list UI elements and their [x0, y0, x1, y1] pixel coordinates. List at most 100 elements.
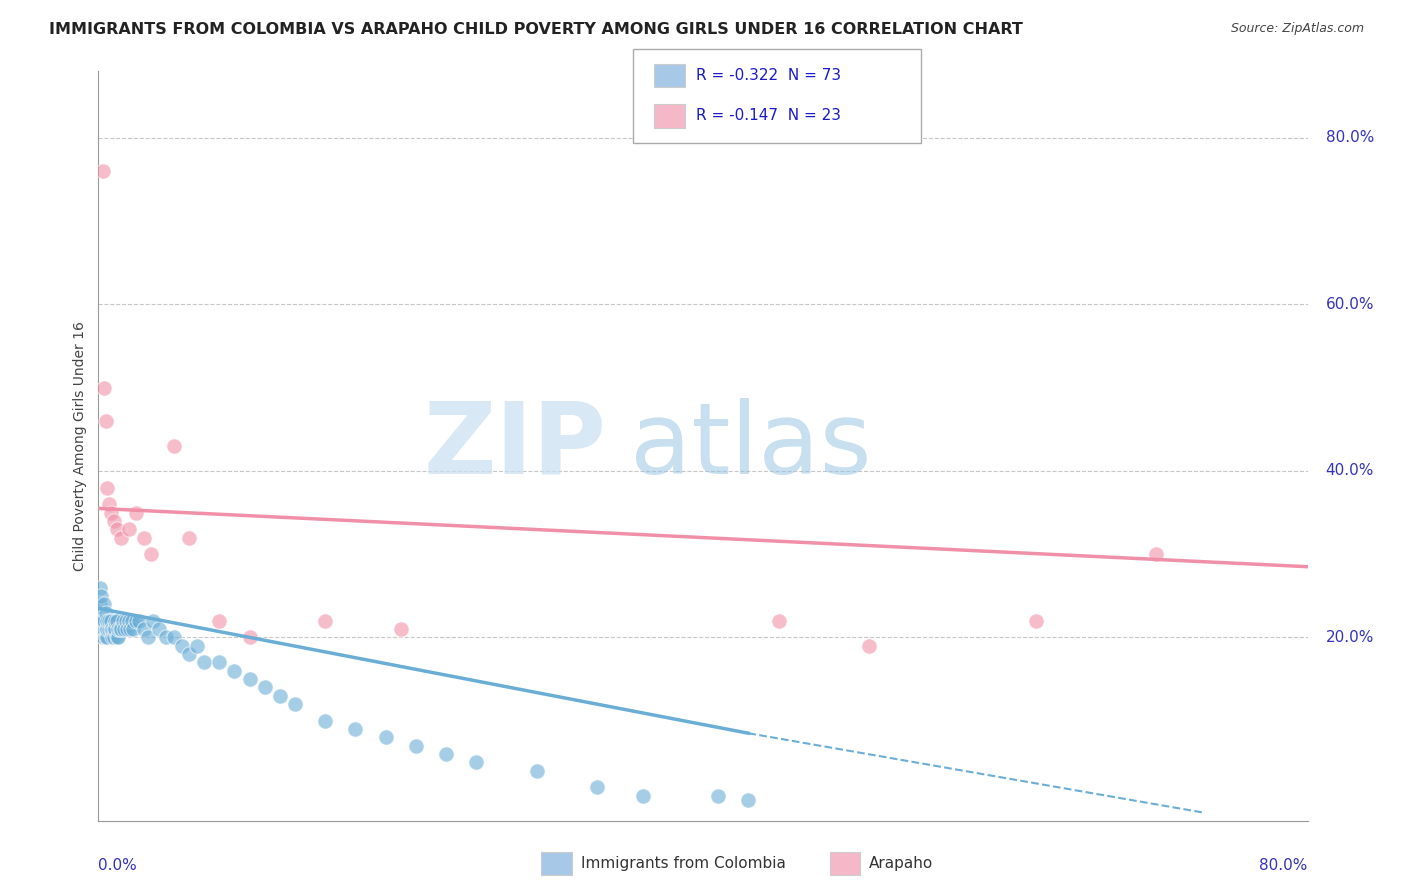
Point — [112, 622, 135, 636]
Text: IMMIGRANTS FROM COLOMBIA VS ARAPAHO CHILD POVERTY AMONG GIRLS UNDER 16 CORRELATI: IMMIGRANTS FROM COLOMBIA VS ARAPAHO CHIL… — [49, 22, 1024, 37]
Point — [858, 639, 880, 653]
Text: ZIP: ZIP — [423, 398, 606, 494]
Point — [101, 631, 124, 645]
Point — [90, 589, 112, 603]
Point — [104, 614, 127, 628]
Point — [136, 631, 159, 645]
Point — [93, 622, 115, 636]
Text: 80.0%: 80.0% — [1326, 130, 1374, 145]
Point — [105, 631, 128, 645]
Point — [103, 514, 125, 528]
Point — [118, 522, 141, 536]
Point — [91, 164, 114, 178]
Point — [208, 656, 231, 670]
Point — [405, 739, 427, 753]
Point — [253, 681, 276, 695]
Point — [132, 622, 155, 636]
Point — [96, 614, 118, 628]
Point — [142, 614, 165, 628]
Point — [110, 622, 132, 636]
Point — [163, 631, 186, 645]
Point — [344, 722, 367, 736]
Text: 40.0%: 40.0% — [1326, 464, 1374, 478]
Point — [98, 622, 121, 636]
Point — [208, 614, 231, 628]
Point — [163, 439, 186, 453]
Point — [89, 614, 111, 628]
Text: 0.0%: 0.0% — [98, 858, 138, 873]
Point — [91, 614, 114, 628]
Point — [631, 789, 654, 803]
Text: 60.0%: 60.0% — [1326, 297, 1374, 312]
Point — [122, 622, 145, 636]
Point — [193, 656, 215, 670]
Point — [108, 622, 131, 636]
Point — [389, 622, 412, 636]
Text: Immigrants from Colombia: Immigrants from Colombia — [581, 856, 786, 871]
Point — [148, 622, 170, 636]
Point — [105, 614, 128, 628]
Point — [96, 631, 118, 645]
Point — [93, 597, 115, 611]
Point — [125, 506, 148, 520]
Point — [239, 631, 262, 645]
Point — [1024, 614, 1046, 628]
Point — [93, 614, 115, 628]
Point — [110, 531, 132, 545]
Point — [93, 381, 115, 395]
Point — [91, 622, 114, 636]
Point — [107, 631, 129, 645]
Point — [101, 622, 124, 636]
Point — [269, 689, 291, 703]
Point — [114, 614, 136, 628]
Point — [224, 664, 246, 678]
Point — [104, 622, 127, 636]
Point — [103, 622, 125, 636]
Point — [90, 622, 112, 636]
Point — [707, 789, 730, 803]
Point — [94, 622, 117, 636]
Point — [155, 631, 177, 645]
Point — [121, 614, 143, 628]
Point — [100, 506, 122, 520]
Point — [90, 614, 112, 628]
Text: R = -0.147  N = 23: R = -0.147 N = 23 — [696, 109, 841, 123]
Point — [94, 606, 117, 620]
Point — [100, 614, 122, 628]
Point — [111, 614, 134, 628]
Point — [105, 522, 128, 536]
Point — [465, 756, 488, 770]
Point — [768, 614, 790, 628]
Point — [91, 631, 114, 645]
Point — [374, 731, 396, 745]
Point — [314, 614, 336, 628]
Text: 80.0%: 80.0% — [1260, 858, 1308, 873]
Point — [98, 614, 121, 628]
Point — [89, 606, 111, 620]
Text: R = -0.322  N = 73: R = -0.322 N = 73 — [696, 69, 841, 83]
Point — [100, 622, 122, 636]
Text: 20.0%: 20.0% — [1326, 630, 1374, 645]
Point — [1144, 547, 1167, 561]
Point — [90, 606, 112, 620]
Point — [239, 672, 262, 686]
Text: atlas: atlas — [630, 398, 872, 494]
Point — [132, 531, 155, 545]
Point — [125, 614, 148, 628]
Point — [115, 622, 138, 636]
Point — [179, 531, 201, 545]
Point — [94, 631, 117, 645]
Point — [96, 622, 118, 636]
Point — [89, 597, 111, 611]
Text: Source: ZipAtlas.com: Source: ZipAtlas.com — [1230, 22, 1364, 36]
Point — [186, 639, 208, 653]
Point — [314, 714, 336, 728]
Point — [98, 497, 121, 511]
Point — [89, 581, 111, 595]
Point — [103, 631, 125, 645]
Point — [107, 622, 129, 636]
Text: Arapaho: Arapaho — [869, 856, 934, 871]
Point — [141, 547, 163, 561]
Point — [118, 614, 141, 628]
Point — [434, 747, 457, 761]
